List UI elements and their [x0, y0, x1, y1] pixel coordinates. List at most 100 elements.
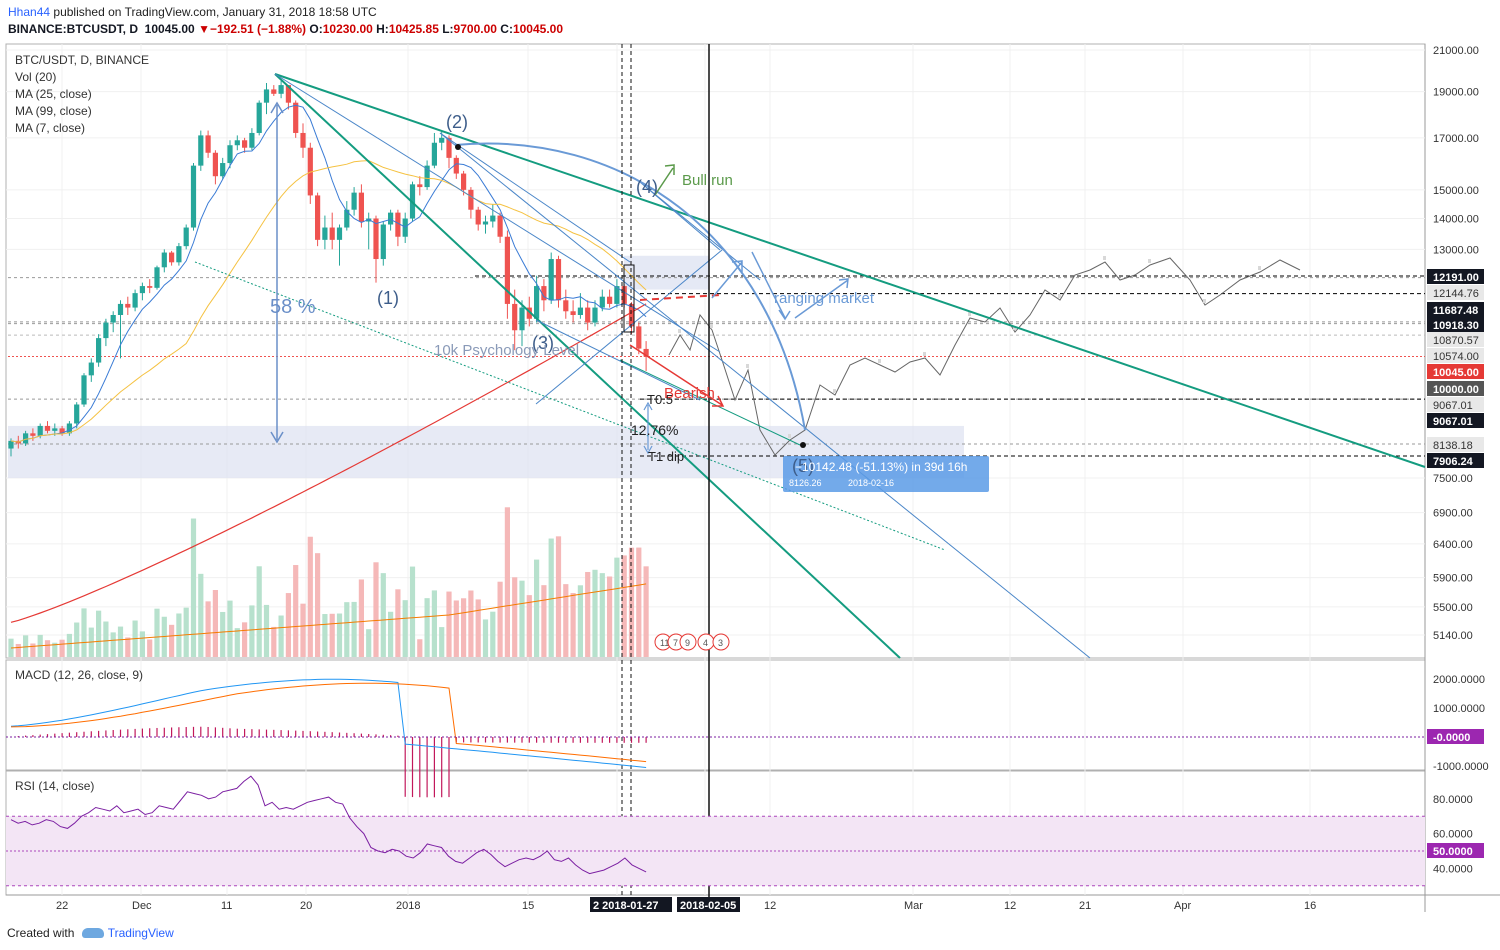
volume-bar-15: [117, 626, 124, 657]
candle-body-36: [271, 89, 277, 94]
price-tick-0: 21000.00: [1433, 45, 1479, 57]
price-tick-1: 19000.00: [1433, 87, 1479, 99]
macd-title[interactable]: MACD (12, 26, close, 9): [15, 668, 144, 682]
ranging-arrow-1: [711, 260, 743, 299]
volume-bar-75: [555, 536, 562, 657]
rsi-title[interactable]: RSI (14, close): [15, 779, 95, 793]
level-label-5: 10574.00: [1433, 351, 1479, 363]
ghost-candle-13: [833, 389, 836, 393]
candle-body-37: [278, 85, 284, 94]
volume-bar-87: [643, 566, 649, 657]
candle-body-87: [643, 348, 649, 357]
level-label-7: 10000.00: [1433, 384, 1479, 396]
candle-body-21: [161, 252, 167, 268]
level-label-bg-4: [1427, 332, 1484, 347]
macd-tick-0: 2000.0000: [1433, 674, 1485, 686]
volume-bar-74: [548, 538, 554, 657]
candle-body-0: [8, 440, 14, 449]
candle-body-38: [285, 85, 291, 103]
volume-bar-42: [315, 553, 321, 657]
candle-body-86: [636, 326, 642, 349]
wave5-arc: [454, 142, 806, 431]
price-tick-11: 5140.00: [1433, 630, 1473, 642]
volume-bar-33: [249, 605, 255, 657]
channel-line: [619, 359, 801, 446]
author-link[interactable]: Hhan44: [8, 5, 51, 19]
candle-body-52: [388, 212, 394, 225]
rsi-tick-1: 60.0000: [1433, 829, 1473, 841]
time-tick-9: Mar: [904, 900, 923, 912]
volume-bar-64: [475, 599, 481, 657]
trendline-1: [274, 73, 901, 659]
ma99-line: [10, 303, 647, 623]
price-pane: [5, 43, 1426, 659]
volume-bar-13: [103, 621, 109, 657]
candle-body-41: [307, 147, 313, 196]
volume-bar-20: [154, 608, 160, 657]
candle-body-33: [249, 132, 255, 148]
event-badge-2: [679, 633, 697, 651]
volume-bar-36: [271, 626, 277, 657]
candle-body-63: [468, 189, 474, 210]
ohlc-header: BINANCE:BTCUSDT, D 10045.00 ▼−192.51 (−1…: [8, 22, 563, 36]
open-label: O:: [309, 22, 323, 36]
candle-body-53: [395, 212, 401, 237]
event-badge-4: [712, 633, 730, 651]
candle-body-62: [461, 173, 467, 190]
volume-bar-77: [570, 593, 576, 657]
volume-bar-67: [497, 581, 503, 657]
bearish-label: Bearish: [664, 385, 715, 402]
ghost-candle-4: [710, 324, 713, 328]
dotted-trendline: [194, 261, 946, 551]
level-label-bg-10: [1427, 437, 1484, 452]
level-label-2: 11687.48: [1433, 305, 1478, 317]
candle-body-12: [96, 338, 102, 363]
bullrun-label: Bull run: [682, 172, 733, 189]
volume-bar-68: [504, 507, 510, 657]
volume-bar-59: [439, 627, 445, 657]
measure-box: [783, 456, 989, 492]
volume-bar-2: [23, 635, 29, 657]
psych-label: 10k Psychology Level: [434, 342, 579, 359]
time-tick-11: 21: [1079, 900, 1091, 912]
legend-ma7[interactable]: MA (7, close): [15, 121, 86, 135]
volume-bar-60: [446, 591, 452, 657]
candle-body-8: [66, 423, 72, 434]
time-tick-12: Apr: [1174, 900, 1191, 912]
level-label-4: 10870.57: [1433, 335, 1479, 347]
t05-label: T0.5: [647, 392, 673, 407]
candle-body-24: [183, 227, 189, 247]
legend-ma99[interactable]: MA (99, close): [15, 104, 92, 118]
macd-tick-3: -1000.0000: [1433, 761, 1489, 773]
candle-body-60: [446, 137, 452, 158]
candle-body-73: [541, 286, 547, 301]
candle-body-51: [380, 224, 386, 260]
volume-bar-18: [139, 631, 145, 657]
ghost-candle-19: [923, 352, 926, 356]
candle-body-56: [417, 184, 423, 188]
volume-bar-27: [205, 601, 211, 657]
volume-bar-56: [417, 639, 423, 657]
price-tick-6: 7500.00: [1433, 473, 1473, 485]
bearish-arrow: [629, 344, 725, 407]
change-arrow-icon: ▼: [198, 22, 210, 36]
ghost-candle-7: [746, 364, 749, 368]
volume-bar-29: [220, 611, 226, 657]
legend-vol[interactable]: Vol (20): [15, 70, 57, 84]
volume-bar-76: [563, 584, 569, 657]
candle-body-81: [599, 296, 605, 308]
trendline-6: [535, 319, 701, 401]
time-tick-13: 16: [1304, 900, 1316, 912]
ghost-candle-40: [1258, 266, 1261, 270]
ghost-candle-28: [1058, 294, 1061, 298]
rsi-tick-0: 80.0000: [1433, 794, 1473, 806]
level-label-bg-3: [1427, 317, 1484, 332]
volume-bar-85: [628, 547, 635, 657]
price-tick-7: 6900.00: [1433, 508, 1473, 520]
legend-ma25[interactable]: MA (25, close): [15, 87, 92, 101]
volume-bar-39: [293, 565, 299, 657]
tradingview-brand[interactable]: TradingView: [107, 926, 174, 940]
projection-path: [668, 257, 1301, 456]
volume-bar-30: [227, 600, 233, 657]
